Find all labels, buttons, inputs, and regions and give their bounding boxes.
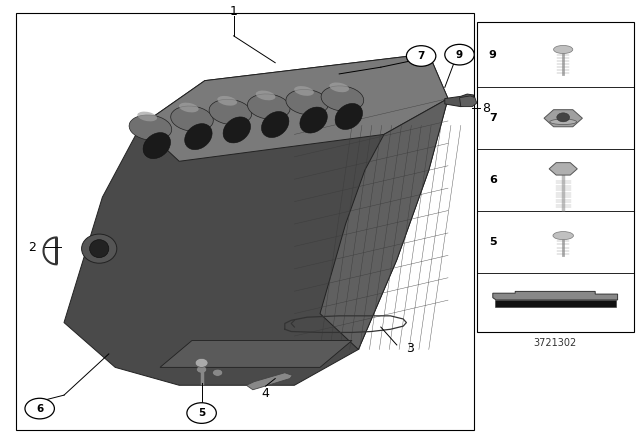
- Ellipse shape: [286, 90, 328, 115]
- Ellipse shape: [129, 115, 172, 140]
- Ellipse shape: [171, 106, 213, 131]
- Polygon shape: [160, 340, 352, 367]
- Text: 5: 5: [198, 408, 205, 418]
- Text: 4: 4: [262, 387, 269, 400]
- Bar: [477, 22, 634, 332]
- Polygon shape: [549, 163, 577, 175]
- Ellipse shape: [554, 45, 573, 53]
- Circle shape: [445, 44, 474, 65]
- Ellipse shape: [300, 107, 327, 133]
- Polygon shape: [246, 373, 292, 390]
- Circle shape: [195, 358, 208, 367]
- Ellipse shape: [550, 119, 577, 125]
- Text: 1: 1: [230, 4, 237, 18]
- Polygon shape: [64, 54, 448, 385]
- Polygon shape: [445, 94, 474, 107]
- Circle shape: [25, 398, 54, 419]
- Ellipse shape: [262, 112, 289, 138]
- Text: 8: 8: [483, 102, 490, 115]
- Circle shape: [406, 46, 436, 66]
- Ellipse shape: [223, 117, 250, 143]
- Ellipse shape: [209, 99, 252, 125]
- Text: 7: 7: [417, 51, 425, 61]
- Ellipse shape: [256, 90, 275, 100]
- Text: 6: 6: [36, 404, 44, 414]
- Ellipse shape: [218, 96, 237, 106]
- Circle shape: [187, 403, 216, 423]
- Ellipse shape: [321, 86, 364, 111]
- Text: 5: 5: [489, 237, 497, 247]
- Text: 9: 9: [456, 50, 463, 60]
- Ellipse shape: [330, 82, 349, 92]
- Ellipse shape: [248, 94, 290, 119]
- Polygon shape: [544, 110, 582, 127]
- Polygon shape: [493, 291, 618, 300]
- Polygon shape: [320, 99, 448, 349]
- Ellipse shape: [335, 103, 362, 129]
- Text: 3721302: 3721302: [534, 338, 577, 348]
- Circle shape: [557, 113, 570, 122]
- Polygon shape: [460, 96, 477, 107]
- Text: 3: 3: [406, 342, 413, 355]
- Bar: [495, 300, 616, 306]
- Circle shape: [196, 366, 207, 373]
- Ellipse shape: [185, 124, 212, 150]
- Text: 7: 7: [489, 113, 497, 123]
- Polygon shape: [141, 54, 448, 161]
- Ellipse shape: [143, 133, 170, 159]
- Ellipse shape: [553, 232, 573, 240]
- Ellipse shape: [90, 240, 109, 258]
- Ellipse shape: [82, 234, 117, 263]
- Circle shape: [212, 369, 223, 376]
- Ellipse shape: [138, 112, 157, 121]
- Text: 6: 6: [489, 175, 497, 185]
- Text: 2: 2: [28, 241, 36, 254]
- Bar: [16, 13, 474, 430]
- Text: 9: 9: [489, 50, 497, 60]
- Ellipse shape: [294, 86, 314, 96]
- Ellipse shape: [179, 103, 198, 112]
